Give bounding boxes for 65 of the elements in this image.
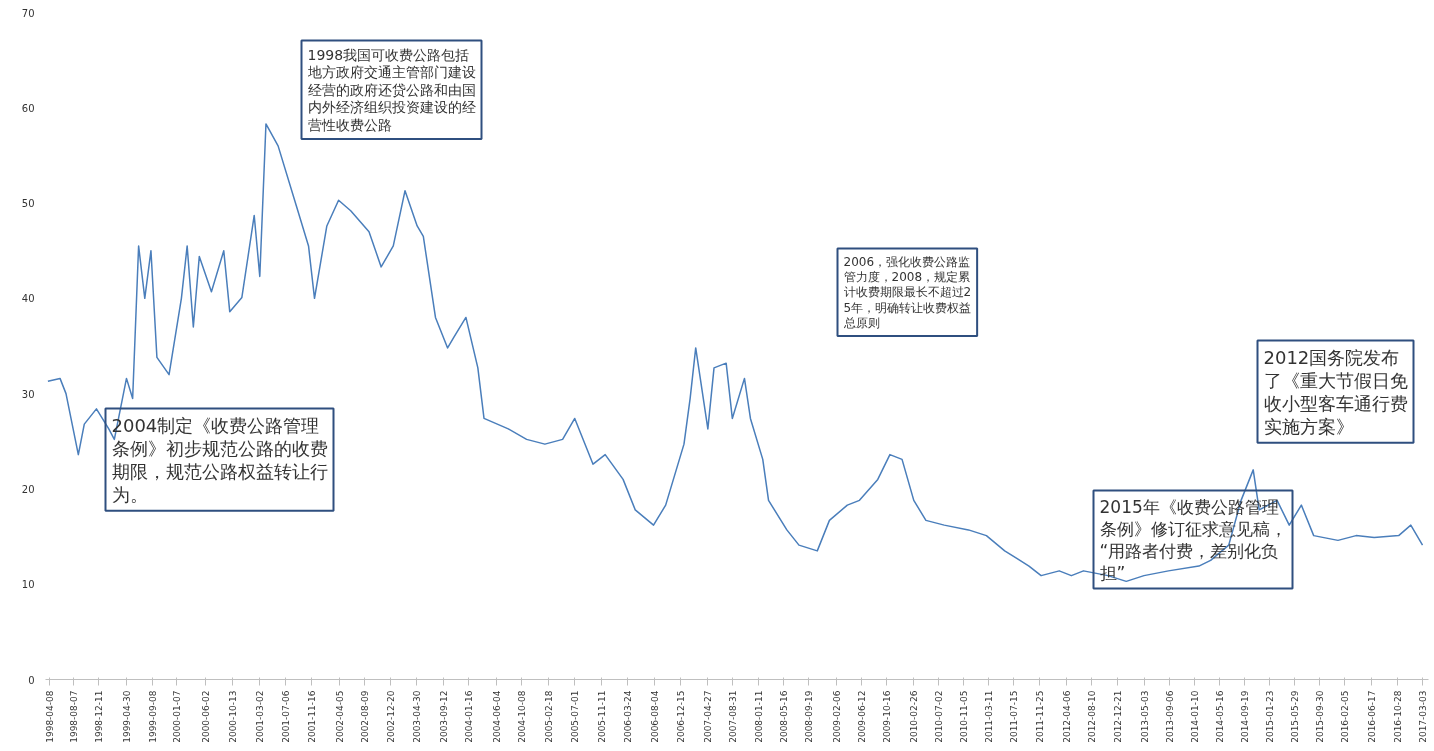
x-tick-label: 2013-09-06 (1164, 690, 1175, 743)
x-tick-label: 2005-07-01 (570, 690, 581, 743)
y-tick-label: 10 (21, 579, 35, 591)
x-tick-label: 1999-09-08 (147, 690, 158, 743)
x-tick-label: 2008-01-11 (754, 690, 765, 743)
x-tick-label: 2014-09-19 (1240, 690, 1251, 743)
x-tick-label: 2000-10-13 (227, 690, 238, 743)
y-tick-label: 30 (21, 388, 35, 400)
x-tick-label: 2002-08-09 (359, 690, 370, 743)
x-tick-label: 2015-01-23 (1265, 690, 1276, 743)
x-tick-label: 2017-03-03 (1418, 690, 1429, 743)
x-tick-label: 2004-10-08 (517, 690, 528, 743)
x-tick-label: 2014-01-10 (1190, 690, 1201, 743)
annotation: 2006，强化收费公路监管力度，2008，规定累计收费期限最长不超过25年，明确转让收费权益总原则 (842, 254, 972, 331)
x-tick-label: 2004-06-04 (492, 690, 503, 743)
x-tick-label: 2012-04-06 (1061, 690, 1072, 743)
x-tick-label: 2008-05-16 (779, 690, 790, 743)
x-tick-label: 2011-07-15 (1008, 690, 1019, 743)
x-tick-label: 2006-03-24 (623, 690, 634, 743)
x-tick-label: 2008-09-19 (804, 690, 815, 743)
x-tick-label: 2005-02-18 (543, 690, 554, 743)
y-tick-label: 20 (21, 483, 35, 495)
x-tick-label: 1998-08-07 (68, 690, 79, 743)
y-tick-label: 50 (21, 198, 35, 210)
x-tick-label: 2012-08-10 (1086, 690, 1097, 743)
x-tick-label: 2010-07-02 (933, 690, 944, 743)
y-tick-label: 70 (21, 7, 35, 19)
x-tick-label: 2001-11-16 (307, 690, 318, 743)
x-tick-label: 2011-03-11 (983, 690, 994, 743)
x-tick-label: 1998-04-08 (44, 690, 55, 743)
x-tick-label: 2002-12-20 (386, 690, 397, 743)
x-tick-label: 2015-05-29 (1290, 690, 1301, 743)
x-tick-label: 2000-01-07 (171, 690, 182, 743)
x-tick-label: 2005-11-11 (596, 690, 607, 743)
x-tick-label: 1998-12-11 (93, 690, 104, 743)
x-tick-label: 2009-02-06 (832, 690, 843, 743)
x-tick-label: 2001-07-06 (280, 690, 291, 743)
x-tick-label: 1999-04-30 (121, 690, 132, 743)
x-tick-label: 2009-10-16 (882, 690, 893, 743)
x-tick-label: 2016-06-17 (1366, 690, 1377, 743)
x-tick-label: 2013-05-03 (1139, 690, 1150, 743)
x-tick-label: 2003-09-12 (439, 690, 450, 743)
annotation: 1998我国可收费公路包括地方政府交通主管部门建设经营的政府还贷公路和由国内外经济组织投资建设的经营性收费公路 (306, 46, 476, 133)
x-tick-label: 2016-02-05 (1340, 690, 1351, 743)
x-tick-label: 2010-02-26 (908, 690, 919, 743)
x-tick-label: 2014-05-16 (1215, 690, 1226, 743)
x-tick-label: 2003-04-30 (412, 690, 423, 743)
x-tick-label: 2012-12-21 (1113, 690, 1124, 743)
x-tick-label: 2006-08-04 (649, 690, 660, 743)
annotation: 2012国务院发布了《重大节假日免收小型客车通行费实施方案》 (1263, 346, 1408, 437)
x-tick-label: 2010-11-05 (958, 690, 969, 743)
x-tick-label: 2009-06-12 (857, 690, 868, 743)
x-tick-label: 2011-11-25 (1035, 690, 1046, 743)
x-tick-label: 2002-04-05 (334, 690, 345, 743)
x-tick-label: 2007-04-27 (702, 690, 713, 743)
x-tick-label: 2006-12-15 (676, 690, 687, 743)
x-tick-label: 2007-08-31 (727, 690, 738, 743)
y-tick-label: 0 (28, 674, 35, 686)
y-tick-label: 40 (21, 293, 35, 305)
x-tick-label: 2001-03-02 (255, 690, 266, 743)
y-tick-label: 60 (21, 102, 35, 114)
x-tick-label: 2016-10-28 (1393, 690, 1404, 743)
x-tick-label: 2015-09-30 (1314, 690, 1325, 743)
x-tick-label: 2004-01-16 (464, 690, 475, 743)
x-tick-label: 2000-06-02 (201, 690, 212, 743)
